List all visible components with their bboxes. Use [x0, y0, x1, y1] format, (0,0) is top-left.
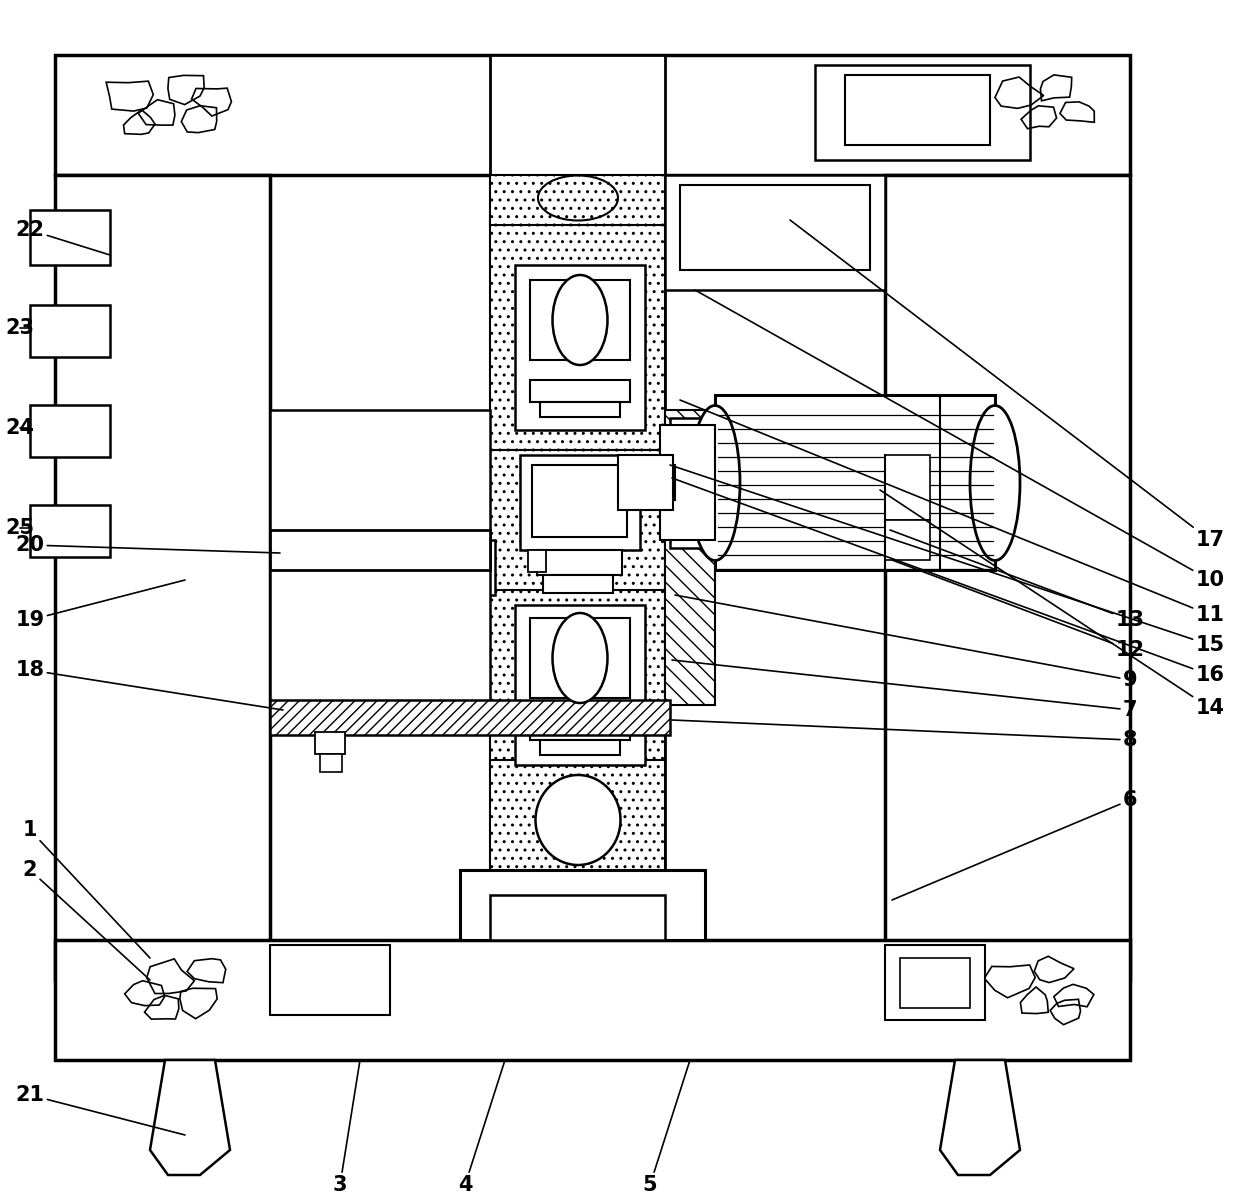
Bar — [270, 410, 490, 705]
Text: 25: 25 — [5, 518, 35, 538]
Text: 13: 13 — [890, 531, 1145, 630]
Bar — [680, 185, 870, 269]
Text: 22: 22 — [16, 220, 110, 255]
Text: 3: 3 — [332, 1060, 360, 1195]
Text: 10: 10 — [694, 290, 1225, 589]
Bar — [490, 589, 665, 765]
Text: 8: 8 — [672, 721, 1137, 749]
Bar — [665, 174, 885, 290]
Bar — [885, 520, 930, 561]
Text: 24: 24 — [5, 417, 35, 438]
Bar — [618, 455, 673, 510]
Text: 17: 17 — [790, 220, 1225, 550]
Text: 2: 2 — [22, 860, 150, 980]
Text: 7: 7 — [672, 660, 1137, 721]
Bar — [270, 540, 495, 595]
Bar — [670, 417, 720, 549]
Text: 6: 6 — [892, 790, 1137, 900]
Text: 5: 5 — [642, 1060, 689, 1195]
Bar — [460, 870, 706, 940]
Bar — [55, 55, 1130, 174]
Bar — [532, 466, 627, 537]
Bar — [490, 55, 665, 215]
Text: 19: 19 — [15, 580, 185, 630]
Text: 23: 23 — [5, 318, 35, 338]
Bar — [55, 940, 1130, 1060]
Bar — [490, 450, 665, 595]
Text: 21: 21 — [16, 1085, 185, 1134]
Bar — [30, 405, 110, 457]
Polygon shape — [150, 1060, 229, 1175]
Bar — [490, 895, 665, 940]
Bar — [270, 946, 391, 1015]
Text: 15: 15 — [670, 466, 1225, 654]
Bar — [529, 718, 630, 740]
Bar — [528, 550, 546, 571]
Bar — [537, 550, 622, 575]
Bar — [55, 174, 270, 980]
Bar — [665, 410, 715, 705]
Bar — [815, 65, 1030, 160]
Text: 14: 14 — [880, 490, 1225, 718]
Text: 1: 1 — [22, 820, 150, 958]
Ellipse shape — [689, 405, 740, 561]
Bar — [460, 870, 706, 940]
Text: 16: 16 — [672, 478, 1225, 685]
Bar — [844, 75, 990, 146]
Bar — [30, 505, 110, 557]
Text: 4: 4 — [458, 1060, 505, 1195]
Text: 12: 12 — [892, 561, 1145, 660]
Bar — [315, 731, 345, 754]
Text: 9: 9 — [675, 595, 1137, 691]
Bar — [529, 280, 630, 360]
Bar — [520, 455, 640, 550]
Bar — [529, 380, 630, 402]
Bar — [490, 760, 665, 875]
Bar — [539, 740, 620, 755]
Ellipse shape — [970, 405, 1021, 561]
Ellipse shape — [553, 614, 608, 703]
Bar — [270, 531, 490, 570]
Bar — [660, 425, 715, 540]
Text: 20: 20 — [16, 535, 280, 555]
Bar — [490, 174, 665, 940]
Bar — [490, 174, 665, 225]
Bar — [543, 575, 613, 593]
Bar — [715, 395, 994, 570]
Bar — [30, 211, 110, 265]
Bar — [515, 605, 645, 765]
Bar — [620, 466, 675, 500]
Bar — [490, 220, 665, 450]
Bar — [30, 306, 110, 357]
Ellipse shape — [553, 275, 608, 365]
Ellipse shape — [536, 775, 620, 865]
Bar — [885, 174, 1130, 980]
Bar — [515, 265, 645, 429]
Text: 11: 11 — [680, 401, 1225, 626]
Bar — [460, 870, 706, 925]
Bar — [320, 754, 342, 772]
Polygon shape — [940, 1060, 1021, 1175]
Bar — [900, 958, 970, 1008]
Bar — [539, 402, 620, 417]
Text: 18: 18 — [16, 660, 283, 710]
Bar — [885, 455, 930, 520]
Bar — [270, 700, 670, 735]
Bar — [885, 946, 985, 1020]
Bar — [529, 618, 630, 698]
